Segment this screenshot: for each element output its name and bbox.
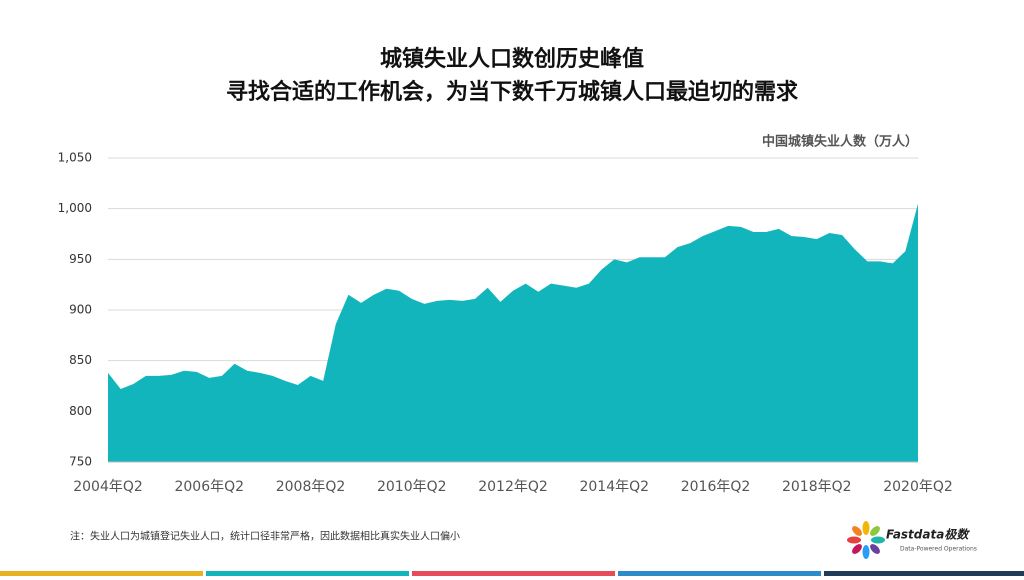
chart-title: 城镇失业人口数创历史峰值 <box>380 46 644 72</box>
logo-icon <box>847 521 885 559</box>
area <box>108 203 918 462</box>
footer-stripe <box>824 571 1024 576</box>
x-tick-label: 2008年Q2 <box>276 479 346 495</box>
y-tick-label: 750 <box>69 455 92 469</box>
footer-stripe <box>206 571 409 576</box>
x-tick-label: 2016年Q2 <box>681 479 751 495</box>
y-tick-label: 900 <box>69 303 92 317</box>
y-tick-label: 850 <box>69 353 92 367</box>
x-tick-label: 2004年Q2 <box>73 479 143 495</box>
x-tick-label: 2006年Q2 <box>174 479 244 495</box>
y-tick-label: 1,000 <box>58 201 92 215</box>
logo-tagline: Data-Powered Operations <box>900 546 977 553</box>
x-tick-label: 2012年Q2 <box>478 479 548 495</box>
note: 注：失业人口为城镇登记失业人口，统计口径非常严格，因此数据相比真实失业人口偏小 <box>70 530 460 543</box>
x-tick-label: 2014年Q2 <box>579 479 649 495</box>
footer-stripe <box>412 571 615 576</box>
footer-stripe <box>0 571 203 576</box>
x-tick-label: 2018年Q2 <box>782 479 852 495</box>
footer-stripe <box>618 571 821 576</box>
y-tick-label: 950 <box>69 252 92 266</box>
y-tick-label: 800 <box>69 404 92 418</box>
y-axis-label: 中国城镇失业人数（万人） <box>762 134 918 150</box>
x-tick-label: 2020年Q2 <box>883 479 953 495</box>
x-tick-label: 2010年Q2 <box>377 479 447 495</box>
logo-name: Fastdata极数 <box>886 528 970 542</box>
chart-subtitle: 寻找合适的工作机会，为当下数千万城镇人口最迫切的需求 <box>226 79 798 105</box>
y-tick-label: 1,050 <box>58 151 92 165</box>
